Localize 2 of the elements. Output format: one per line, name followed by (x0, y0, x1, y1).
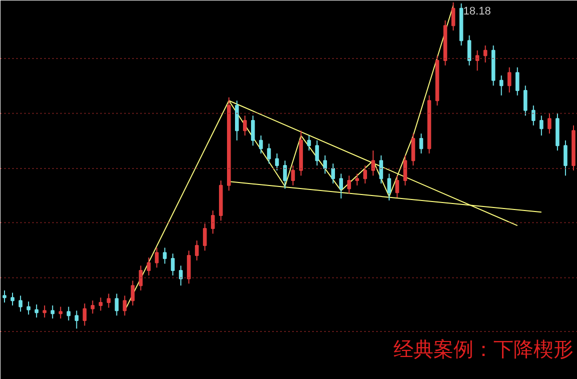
text: 经典案例：下降楔形 (393, 337, 574, 362)
annotation: 18.18 (463, 5, 491, 18)
